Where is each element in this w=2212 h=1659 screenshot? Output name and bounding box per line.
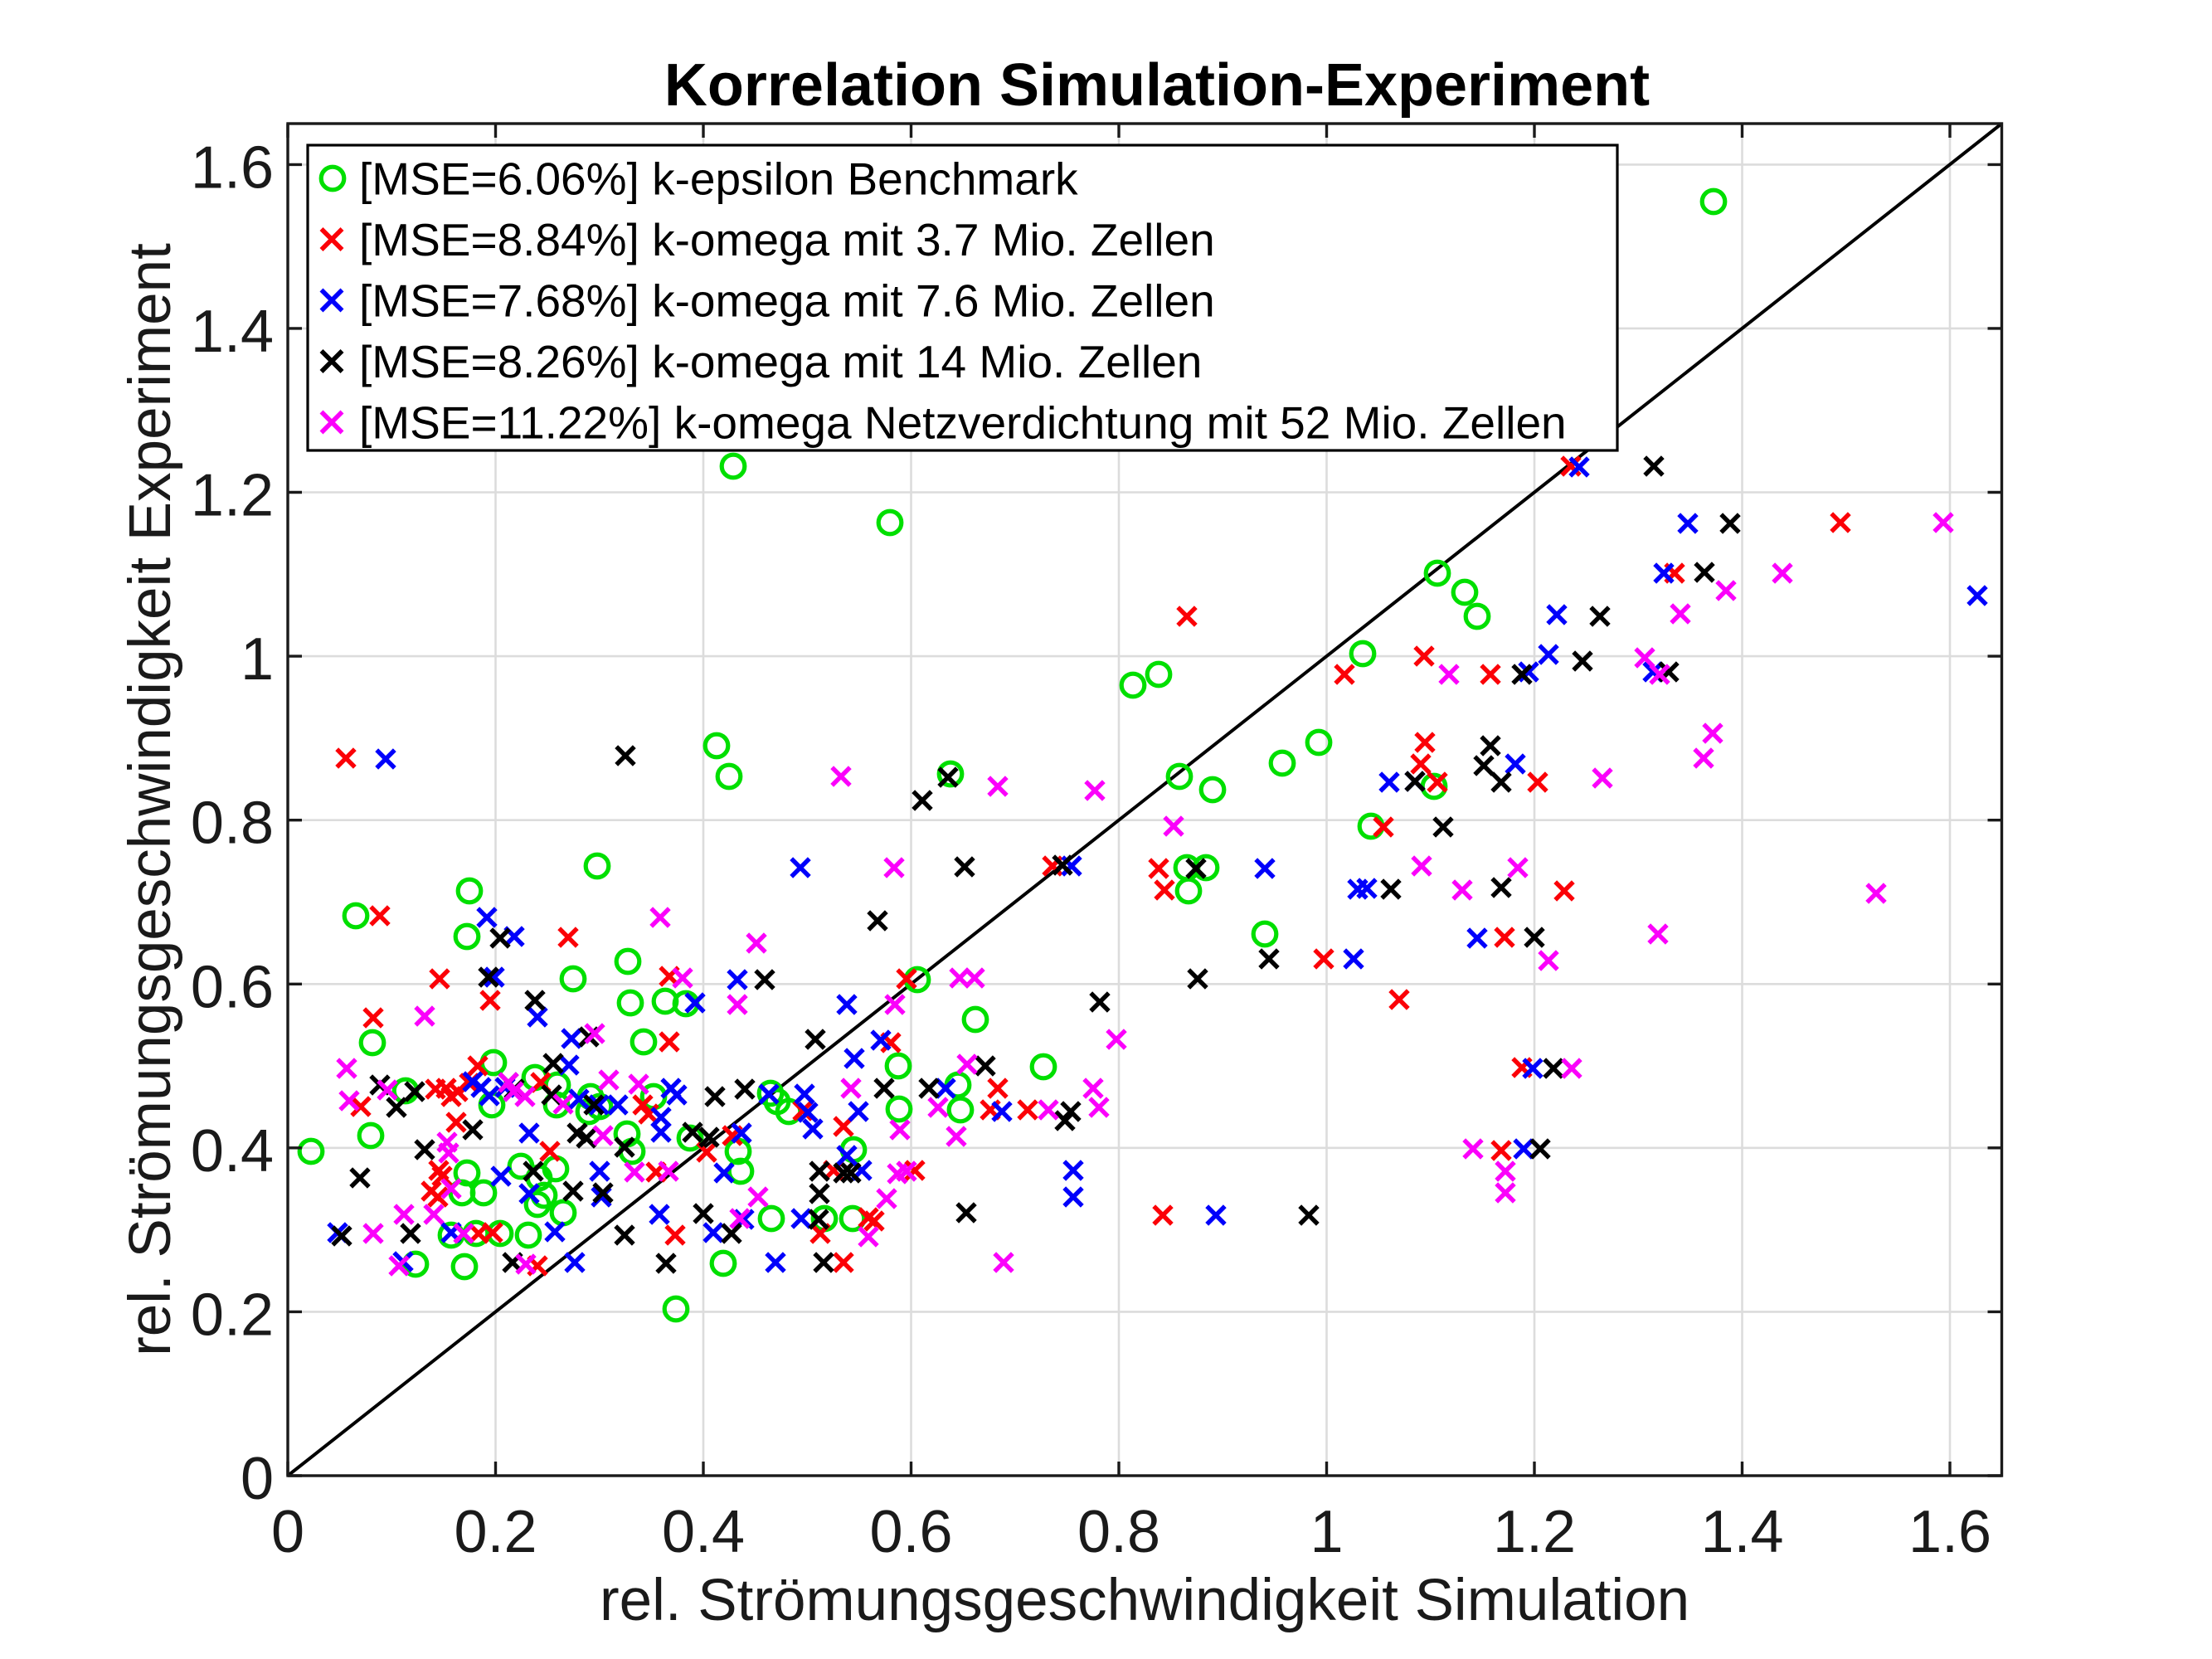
svg-text:1: 1 xyxy=(241,626,274,693)
svg-text:[MSE=7.68%] k-omega mit 7.6 Mi: [MSE=7.68%] k-omega mit 7.6 Mio. Zellen xyxy=(359,275,1215,327)
svg-text:[MSE=6.06%] k-epsilon Benchmar: [MSE=6.06%] k-epsilon Benchmark xyxy=(359,153,1078,205)
svg-text:1.4: 1.4 xyxy=(191,299,274,365)
svg-text:rel. Strömungsgeschwindigkeit: rel. Strömungsgeschwindigkeit Simulation xyxy=(600,1568,1689,1633)
svg-text:0.4: 0.4 xyxy=(191,1118,274,1185)
svg-text:1.2: 1.2 xyxy=(191,463,274,529)
svg-text:0.2: 0.2 xyxy=(191,1282,274,1348)
svg-text:0: 0 xyxy=(241,1446,274,1512)
svg-text:1: 1 xyxy=(1310,1499,1343,1565)
svg-text:[MSE=8.26%] k-omega mit 14 Mio: [MSE=8.26%] k-omega mit 14 Mio. Zellen xyxy=(359,336,1202,387)
svg-text:1.6: 1.6 xyxy=(1908,1499,1991,1565)
svg-text:0.2: 0.2 xyxy=(454,1499,537,1565)
svg-text:1.4: 1.4 xyxy=(1700,1499,1783,1565)
svg-text:Korrelation Simulation-Experim: Korrelation Simulation-Experiment xyxy=(664,52,1650,119)
svg-text:0: 0 xyxy=(271,1499,304,1565)
svg-text:[MSE=8.84%] k-omega mit 3.7 Mi: [MSE=8.84%] k-omega mit 3.7 Mio. Zellen xyxy=(359,214,1215,265)
svg-text:0.6: 0.6 xyxy=(191,954,274,1020)
svg-text:0.6: 0.6 xyxy=(869,1499,952,1565)
svg-text:0.8: 0.8 xyxy=(191,791,274,857)
svg-text:0.8: 0.8 xyxy=(1077,1499,1160,1565)
svg-text:rel. Strömungsgeschwindigkeit: rel. Strömungsgeschwindigkeit Experiment xyxy=(118,243,183,1356)
svg-text:1.2: 1.2 xyxy=(1493,1499,1576,1565)
svg-text:[MSE=11.22%] k-omega Netzverdi: [MSE=11.22%] k-omega Netzverdichtung mit… xyxy=(359,397,1567,449)
svg-text:0.4: 0.4 xyxy=(662,1499,745,1565)
svg-text:1.6: 1.6 xyxy=(191,134,274,201)
